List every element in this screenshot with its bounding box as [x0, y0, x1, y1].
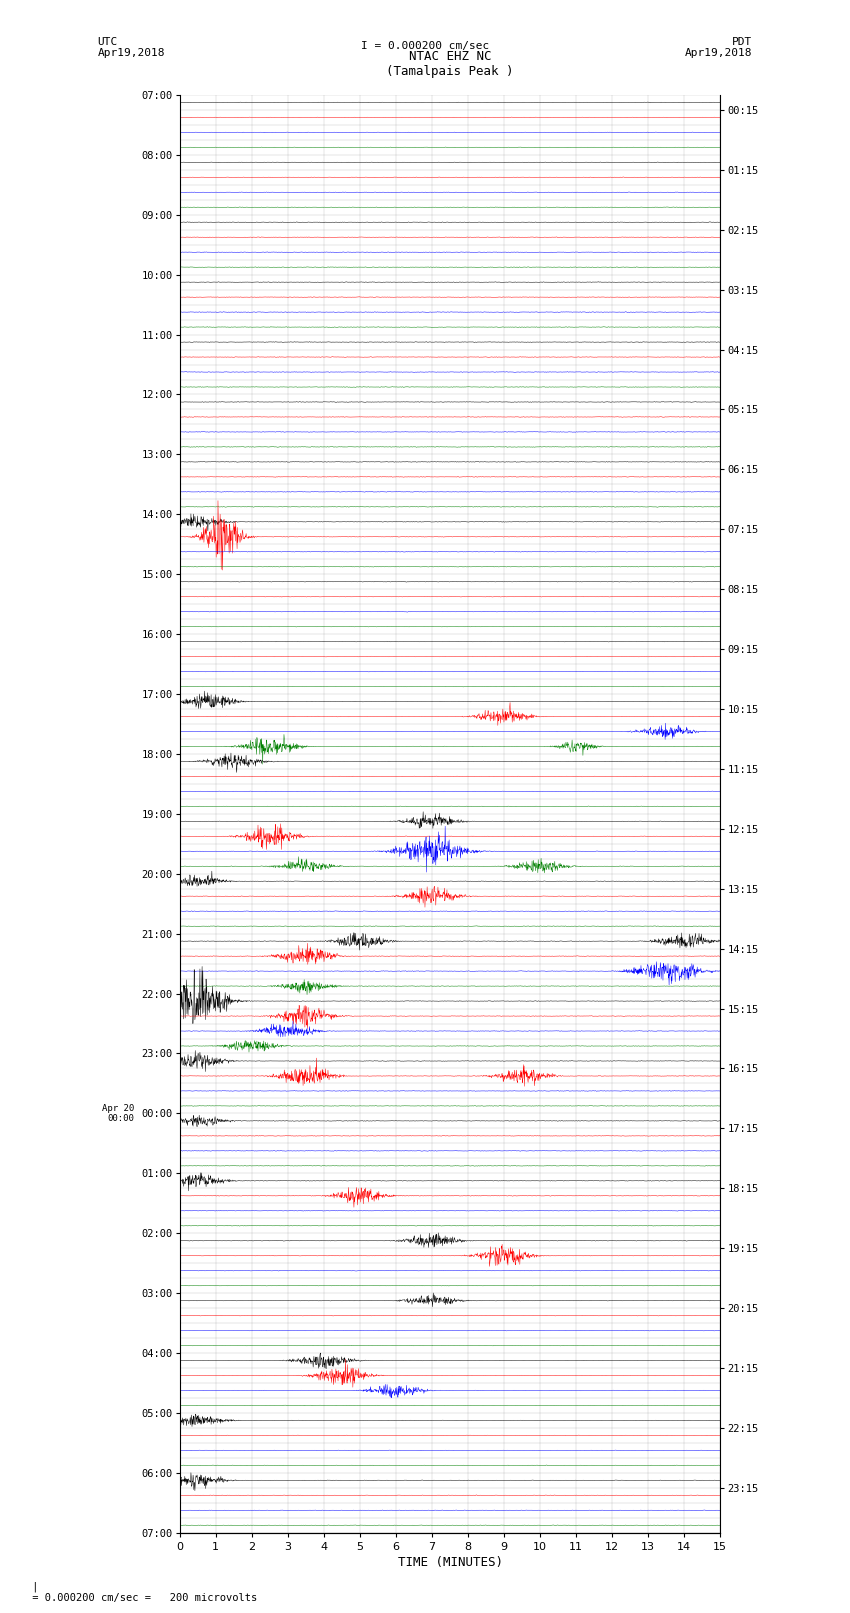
Text: Apr19,2018: Apr19,2018: [98, 48, 165, 58]
Text: Apr 20
00:00: Apr 20 00:00: [101, 1103, 133, 1123]
Text: UTC: UTC: [98, 37, 118, 47]
Text: |
 = 0.000200 cm/sec =   200 microvolts: | = 0.000200 cm/sec = 200 microvolts: [26, 1581, 257, 1603]
Title: NTAC EHZ NC
(Tamalpais Peak ): NTAC EHZ NC (Tamalpais Peak ): [386, 50, 513, 79]
X-axis label: TIME (MINUTES): TIME (MINUTES): [398, 1557, 502, 1569]
Text: I = 0.000200 cm/sec: I = 0.000200 cm/sec: [361, 40, 489, 52]
Text: PDT: PDT: [732, 37, 752, 47]
Text: Apr19,2018: Apr19,2018: [685, 48, 752, 58]
